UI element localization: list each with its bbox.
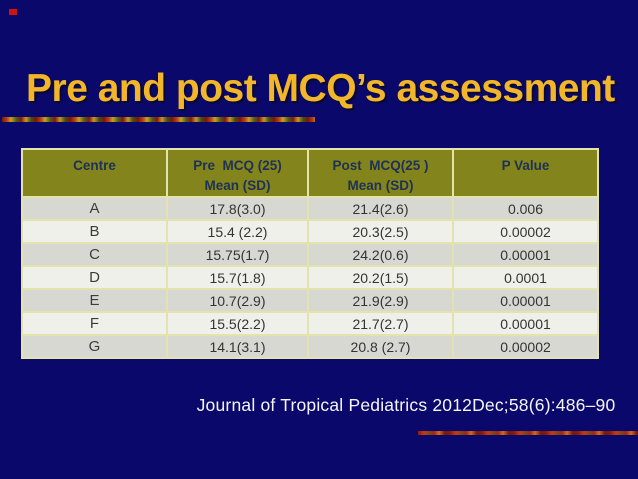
cell-p-value: 0.00001 bbox=[452, 242, 599, 267]
cell-pre-mcq: 14.1(3.1) bbox=[166, 334, 309, 359]
cell-centre: D bbox=[21, 265, 168, 290]
table-row: E 10.7(2.9) 21.9(2.9) 0.00001 bbox=[21, 288, 599, 313]
cell-post-mcq: 20.2(1.5) bbox=[307, 265, 454, 290]
table-row: F 15.5(2.2) 21.7(2.7) 0.00001 bbox=[21, 311, 599, 336]
mcq-results-table: Centre Pre MCQ (25) Mean (SD) Post MCQ(2… bbox=[21, 148, 599, 359]
cell-pre-mcq: 15.5(2.2) bbox=[166, 311, 309, 336]
cell-post-mcq: 20.3(2.5) bbox=[307, 219, 454, 244]
cell-pre-mcq: 15.7(1.8) bbox=[166, 265, 309, 290]
cell-post-mcq: 24.2(0.6) bbox=[307, 242, 454, 267]
table-row: B 15.4 (2.2) 20.3(2.5) 0.00002 bbox=[21, 219, 599, 244]
header-pre-mcq-line1: Pre MCQ (25) bbox=[193, 158, 282, 173]
cell-centre: B bbox=[21, 219, 168, 244]
cell-centre: A bbox=[21, 196, 168, 221]
cell-p-value: 0.00002 bbox=[452, 219, 599, 244]
cell-p-value: 0.0001 bbox=[452, 265, 599, 290]
header-post-mcq-line2: Mean (SD) bbox=[347, 178, 414, 193]
cell-post-mcq: 20.8 (2.7) bbox=[307, 334, 454, 359]
cell-p-value: 0.00002 bbox=[452, 334, 599, 359]
header-post-mcq: Post MCQ(25 ) Mean (SD) bbox=[307, 148, 454, 198]
table-header-row: Centre Pre MCQ (25) Mean (SD) Post MCQ(2… bbox=[21, 148, 599, 198]
table-row: D 15.7(1.8) 20.2(1.5) 0.0001 bbox=[21, 265, 599, 290]
cell-pre-mcq: 17.8(3.0) bbox=[166, 196, 309, 221]
cell-centre: F bbox=[21, 311, 168, 336]
cell-pre-mcq: 15.75(1.7) bbox=[166, 242, 309, 267]
title-underline-decoration bbox=[2, 117, 315, 122]
cell-post-mcq: 21.7(2.7) bbox=[307, 311, 454, 336]
header-p-value-line1: P Value bbox=[501, 158, 550, 173]
table-row: A 17.8(3.0) 21.4(2.6) 0.006 bbox=[21, 196, 599, 221]
table-row: C 15.75(1.7) 24.2(0.6) 0.00001 bbox=[21, 242, 599, 267]
cell-p-value: 0.00001 bbox=[452, 311, 599, 336]
cell-post-mcq: 21.4(2.6) bbox=[307, 196, 454, 221]
citation-underline-decoration bbox=[418, 431, 638, 435]
cell-p-value: 0.00001 bbox=[452, 288, 599, 313]
header-p-value: P Value bbox=[452, 148, 599, 198]
cell-centre: C bbox=[21, 242, 168, 267]
cell-pre-mcq: 15.4 (2.2) bbox=[166, 219, 309, 244]
slide-title: Pre and post MCQ’s assessment bbox=[26, 67, 615, 110]
header-pre-mcq-line2: Mean (SD) bbox=[204, 178, 271, 193]
table-row: G 14.1(3.1) 20.8 (2.7) 0.00002 bbox=[21, 334, 599, 359]
header-pre-mcq: Pre MCQ (25) Mean (SD) bbox=[166, 148, 309, 198]
cell-centre: G bbox=[21, 334, 168, 359]
header-post-mcq-line1: Post MCQ(25 ) bbox=[332, 158, 429, 173]
cell-p-value: 0.006 bbox=[452, 196, 599, 221]
cell-centre: E bbox=[21, 288, 168, 313]
citation-text: Journal of Tropical Pediatrics 2012Dec;5… bbox=[196, 395, 616, 415]
cell-post-mcq: 21.9(2.9) bbox=[307, 288, 454, 313]
cell-pre-mcq: 10.7(2.9) bbox=[166, 288, 309, 313]
red-corner-marker bbox=[9, 9, 17, 15]
header-centre: Centre bbox=[21, 148, 168, 198]
header-centre-line1: Centre bbox=[73, 158, 116, 173]
